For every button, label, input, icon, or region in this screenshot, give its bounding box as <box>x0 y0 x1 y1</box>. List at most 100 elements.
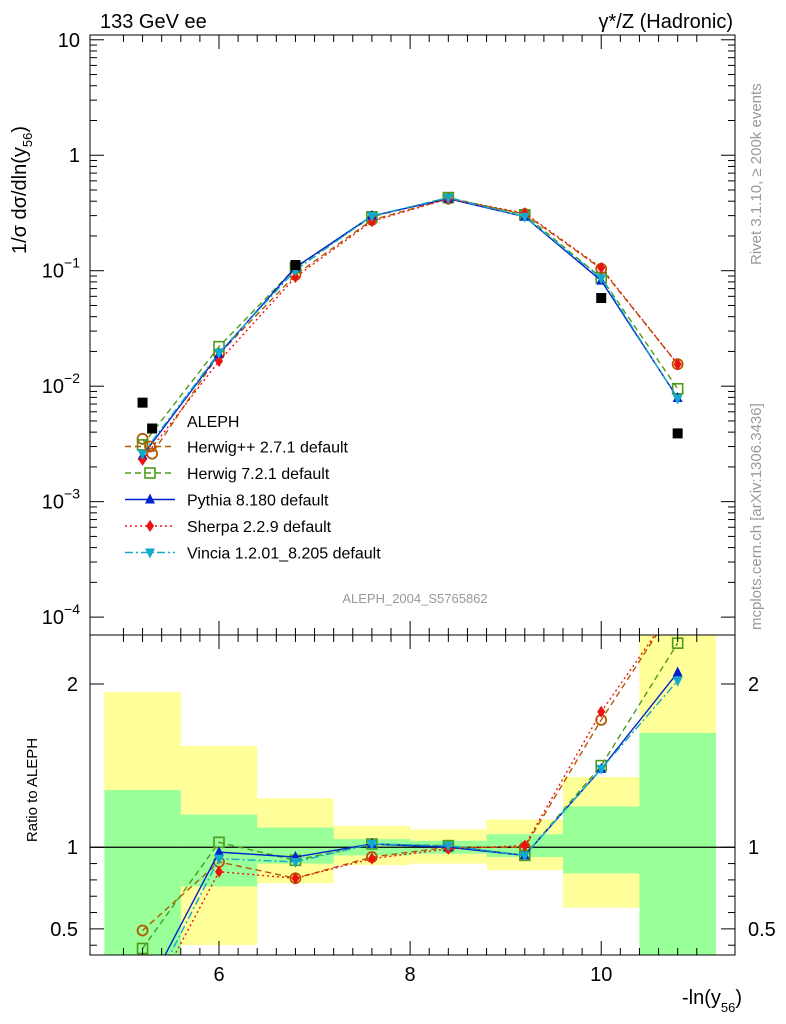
legend-marker-vincia-1-2-01-8-205-default <box>145 548 155 559</box>
ratio-series-point-herwig-2-7-1-default <box>673 597 683 607</box>
ratio-series-point-sherpa-2-2-9-default <box>291 872 300 885</box>
upper-series-point-sherpa-2-2-9-default <box>138 453 147 466</box>
upper-series-point-herwig-2-7-1-default <box>146 447 159 460</box>
upper-y-tick-base: 10 <box>42 607 64 629</box>
upper-y-tick-exponent: −4 <box>64 601 80 617</box>
legend-label-aleph: ALEPH <box>187 414 239 431</box>
ratio-series-point-vincia-1-2-01-8-205-default <box>672 676 683 687</box>
upper-series-point-vincia-1-2-01-8-205-default <box>596 274 607 285</box>
upper-y-tick-label: 10−4 <box>42 601 80 629</box>
lower-y-axis-label: Ratio to ALEPH <box>24 738 41 842</box>
ratio-series-point-vincia-1-2-01-8-205-default <box>443 841 454 852</box>
ratio-series-point-sherpa-2-2-9-default <box>215 865 223 878</box>
upper-y-axis-label: 1/σ dσ/dln(y56) <box>9 126 35 254</box>
legend-label-pythia-8-180-default: Pythia 8.180 default <box>187 493 329 510</box>
mcplots-reference-text: mcplots.cern.ch [arXiv:1306.3436] <box>748 403 765 630</box>
x-axis-label-close: ) <box>735 987 742 1009</box>
upper-series-point-vincia-1-2-01-8-205-default <box>519 212 530 223</box>
legend-marker-herwig-2-7-1-default <box>144 440 156 453</box>
upper-series-point-vincia-1-2-01-8-205-default <box>214 348 224 359</box>
upper-y-axis-label-close: ) <box>9 126 31 133</box>
legend-marker-pythia-8-180-default <box>145 493 155 504</box>
upper-series-point-sherpa-2-2-9-default <box>673 358 682 371</box>
ratio-series-point-vincia-1-2-01-8-205-default <box>366 839 377 850</box>
ratio-y-tick-label-left: 2 <box>67 674 78 696</box>
upper-y-tick-label: 10 <box>58 30 80 52</box>
aleph-data-point <box>596 293 607 304</box>
legend-marker-herwig-7-2-1-default <box>144 467 156 479</box>
upper-series-point-sherpa-2-2-9-default <box>597 261 606 274</box>
ratio-series-point-vincia-1-2-01-8-205-default <box>161 958 171 968</box>
ratio-band-green <box>104 790 181 955</box>
ratio-series-line-vincia-1-2-01-8-205-default <box>168 680 679 955</box>
aleph-data-point <box>672 428 683 439</box>
ratio-series-point-pythia-8-180-default <box>214 846 224 857</box>
upper-y-tick-exponent: −2 <box>64 370 80 386</box>
upper-y-tick-exponent: −3 <box>64 486 80 502</box>
ratio-y-tick-label-left: 1 <box>67 837 78 859</box>
ratio-series-point-vincia-1-2-01-8-205-default <box>596 764 607 775</box>
ratio-band-green <box>639 732 716 955</box>
upper-series-point-sherpa-2-2-9-default <box>291 271 300 284</box>
x-axis-label-subscript: 56 <box>721 1000 735 1015</box>
ratio-series-line-pythia-8-180-default <box>164 672 679 955</box>
upper-series-line-vincia-1-2-01-8-205-default <box>141 196 679 455</box>
ratio-series-line-herwig-2-7-1-default <box>142 635 658 932</box>
aleph-data-point <box>137 397 148 408</box>
legend-label-herwig-2-7-1-default: Herwig++ 2.7.1 default <box>187 440 349 457</box>
ratio-band-green <box>563 806 640 874</box>
aleph-data-point <box>290 260 301 271</box>
upper-series-group <box>136 191 684 466</box>
analysis-watermark: ALEPH_2004_S5765862 <box>342 591 487 606</box>
chart-title-left: 133 GeV ee <box>100 11 207 33</box>
upper-series-line-herwig-7-2-1-default <box>142 196 679 446</box>
ratio-y-tick-label-right: 2 <box>748 674 759 696</box>
upper-series-point-sherpa-2-2-9-default <box>215 355 223 368</box>
upper-y-tick-label: 10−2 <box>42 370 80 398</box>
chart-title-right: γ*/Z (Hadronic) <box>599 11 733 33</box>
upper-y-tick-label: 10−1 <box>42 255 80 283</box>
x-tick-label: 6 <box>213 964 224 986</box>
upper-y-tick-exponent: −1 <box>64 255 80 271</box>
upper-y-tick-base: 10 <box>42 492 64 514</box>
upper-y-axis-label-main: 1/σ dσ/dln(y <box>9 147 31 254</box>
legend-label-sherpa-2-2-9-default: Sherpa 2.2.9 default <box>187 519 332 536</box>
ratio-y-tick-label-left: 0.5 <box>50 919 78 941</box>
x-axis-label: -ln(y56) <box>682 987 742 1015</box>
upper-series-point-vincia-1-2-01-8-205-default <box>672 394 683 405</box>
x-axis-label-main: -ln(y <box>682 987 721 1009</box>
upper-y-tick-base: 10 <box>42 376 64 398</box>
ratio-series-point-herwig-2-7-1-default <box>136 924 149 937</box>
x-tick-label: 8 <box>405 964 416 986</box>
lower-plot-frame <box>89 634 736 956</box>
ratio-series-point-vincia-1-2-01-8-205-default <box>290 857 301 868</box>
ratio-y-tick-label-right: 1 <box>748 837 759 859</box>
x-tick-label: 10 <box>590 964 612 986</box>
lower-tick-labels: 0.5 0.5 1 1 2 2 6 8 10 <box>50 674 776 986</box>
ratio-series-point-pythia-8-180-default <box>672 666 683 677</box>
ratio-series-point-sherpa-2-2-9-default <box>367 852 376 865</box>
lower-axis-ticks <box>90 635 735 955</box>
ratio-series-point-sherpa-2-2-9-default <box>674 596 682 608</box>
ratio-series-group <box>136 596 684 968</box>
upper-series-point-vincia-1-2-01-8-205-default <box>366 211 377 222</box>
upper-y-axis-label-subscript: 56 <box>20 133 35 147</box>
upper-series-point-vincia-1-2-01-8-205-default <box>137 449 148 460</box>
ratio-series-point-sherpa-2-2-9-default <box>167 956 175 968</box>
ratio-series-point-vincia-1-2-01-8-205-default <box>519 851 530 862</box>
ratio-series-point-pythia-8-180-default <box>157 956 167 966</box>
ratio-y-tick-label-right: 0.5 <box>748 919 776 941</box>
legend-label-herwig-7-2-1-default: Herwig 7.2.1 default <box>187 466 330 483</box>
ratio-series-point-vincia-1-2-01-8-205-default <box>214 854 224 865</box>
ratio-uncertainty-bands <box>104 635 716 955</box>
upper-y-tick-base: 10 <box>42 261 64 283</box>
upper-data-points <box>137 260 683 439</box>
upper-y-tick-label: 10−3 <box>42 486 80 514</box>
legend-marker-sherpa-2-2-9-default <box>146 520 154 532</box>
rivet-version-text: Rivet 3.1.10, ≥ 200k events <box>748 83 765 265</box>
upper-y-tick-base: 10 <box>58 30 80 52</box>
ratio-series-point-sherpa-2-2-9-default <box>520 839 529 852</box>
aleph-data-point <box>147 423 158 434</box>
